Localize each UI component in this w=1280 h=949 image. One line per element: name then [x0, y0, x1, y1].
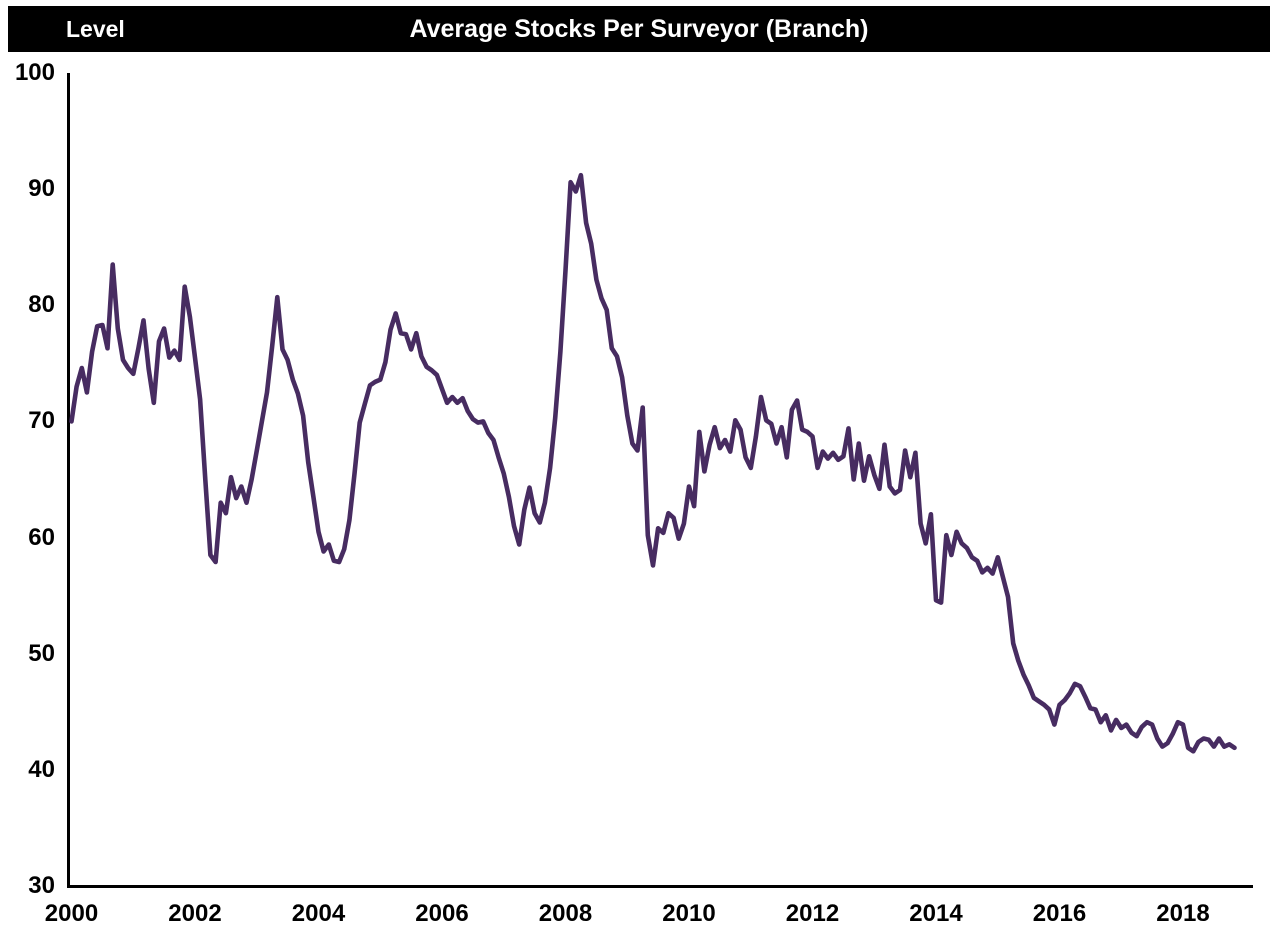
x-tick-label-2014: 2014	[909, 900, 963, 927]
x-tick-label-2018: 2018	[1156, 900, 1210, 927]
y-tick-label-40: 40	[28, 755, 55, 783]
y-tick-label-90: 90	[28, 175, 55, 203]
title-bar: Level Average Stocks Per Surveyor (Branc…	[8, 6, 1270, 52]
x-tick-label-2006: 2006	[415, 900, 469, 927]
x-tick-label-2010: 2010	[662, 900, 716, 927]
x-tick-label-2004: 2004	[291, 900, 346, 927]
x-tick-label-2002: 2002	[168, 900, 222, 927]
x-tick-label-2016: 2016	[1032, 900, 1087, 927]
y-tick-label-50: 50	[28, 639, 55, 667]
data-line	[69, 172, 1237, 754]
x-tick-label-2000: 2000	[44, 900, 99, 927]
y-tick-label-60: 60	[28, 523, 55, 551]
y-tick-label-80: 80	[28, 291, 55, 319]
y-tick-label-100: 100	[14, 59, 55, 86]
y-tick-label-30: 30	[28, 872, 55, 899]
y-tick-label-70: 70	[28, 407, 55, 435]
y-axis-title: Level	[66, 16, 125, 42]
x-tick-label-2012: 2012	[785, 900, 840, 927]
x-tick-label-2008: 2008	[538, 900, 593, 927]
axis-lines	[67, 73, 1253, 888]
chart-title: Average Stocks Per Surveyor (Branch)	[409, 15, 869, 43]
